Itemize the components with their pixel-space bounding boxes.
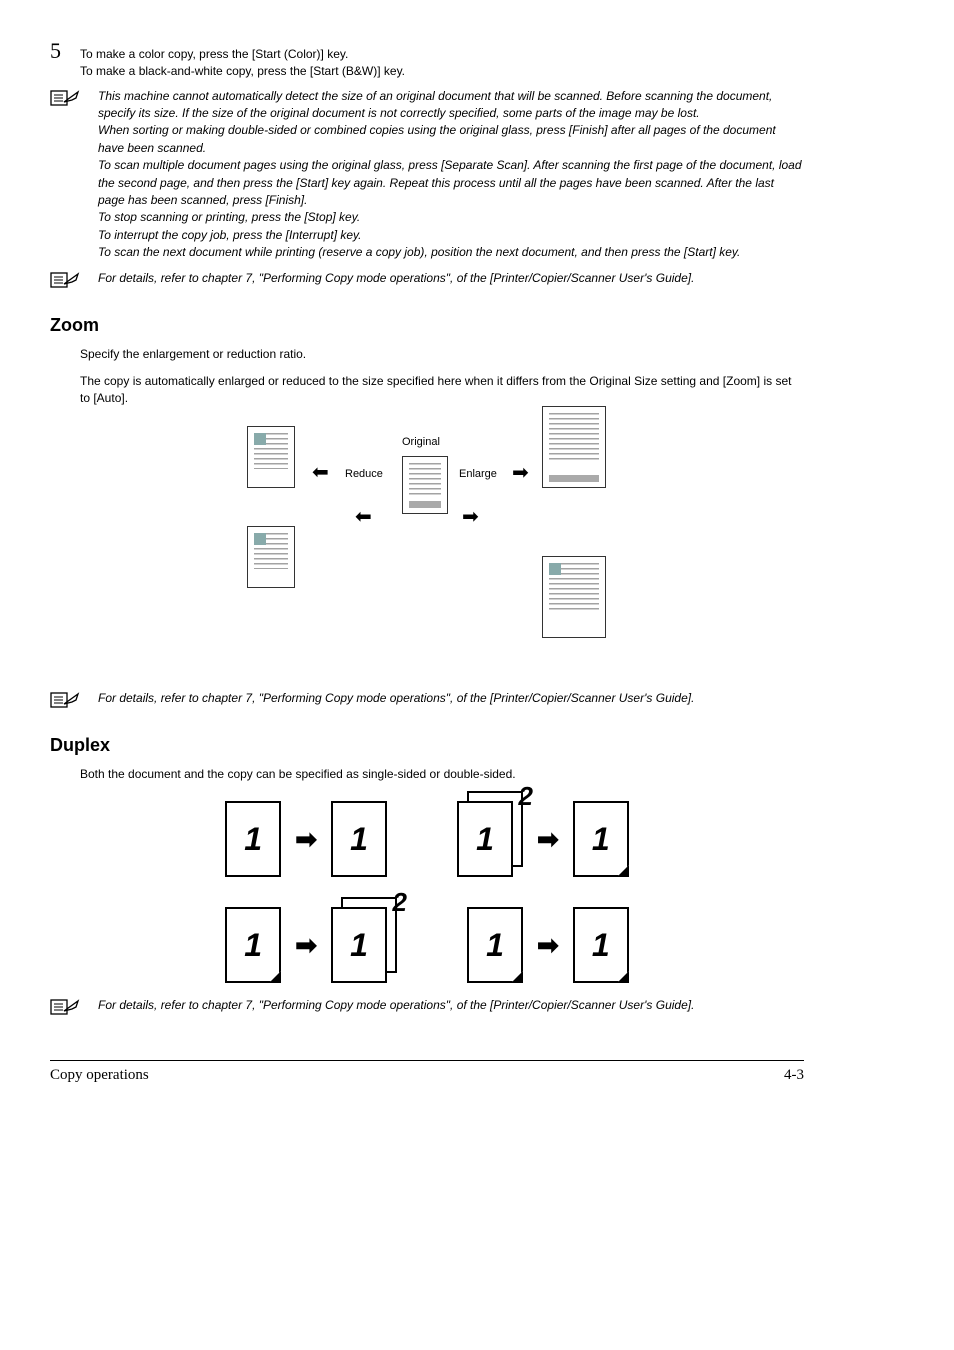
zoom-doc-center [402,456,448,514]
step-number: 5 [50,40,80,62]
digit-2: 2 [393,887,407,918]
note-icon [50,997,98,1020]
note-text: For details, refer to chapter 7, "Perfor… [98,997,804,1014]
digit-1: 1 [486,927,504,964]
zoom-doc-enlarged [542,406,606,488]
arrow-icon: ➡ [295,930,317,961]
duplex-row-2: 1 ➡ 1 2 1 ➡ 1 [225,907,629,983]
arrow-icon: ➡ [537,930,559,961]
duplex-1to1: 1 ➡ 1 [225,801,387,877]
note-text: For details, refer to chapter 7, "Perfor… [98,690,804,707]
step-text: To make a color copy, press the [Start (… [80,40,405,80]
digit-2: 2 [519,781,533,812]
digit-1: 1 [244,927,262,964]
note-icon [50,270,98,293]
duplex-1flip-to1flip: 1 ➡ 1 [467,907,629,983]
note-text: For details, refer to chapter 7, "Perfor… [98,270,804,287]
zoom-doc-original-top [247,426,295,488]
page-single: 1 [331,801,387,877]
zoom-heading: Zoom [50,315,804,336]
page-flip: 1 [467,907,523,983]
duplex-1flip-to2: 1 ➡ 1 2 [225,907,387,983]
duplex-2to1flip: 1 2 ➡ 1 [457,801,629,877]
duplex-heading: Duplex [50,735,804,756]
note1-p3: To scan multiple document pages using th… [98,158,802,207]
page-stack: 1 2 [457,801,513,877]
arrow-left-icon: ⬅ [355,504,372,529]
zoom-doc-reduced [247,526,295,588]
digit-1: 1 [350,927,368,964]
note-block-4: For details, refer to chapter 7, "Perfor… [50,997,804,1020]
note1-p2: When sorting or making double-sided or c… [98,123,776,154]
note-block-2: For details, refer to chapter 7, "Perfor… [50,270,804,293]
digit-1: 1 [592,821,610,858]
note1-p5: To interrupt the copy job, press the [In… [98,228,361,242]
zoom-label-reduce: Reduce [345,468,383,480]
note-block-3: For details, refer to chapter 7, "Perfor… [50,690,804,713]
footer-page: 4-3 [784,1067,804,1084]
note1-p4: To stop scanning or printing, press the … [98,210,360,224]
arrow-icon: ➡ [295,824,317,855]
note1-p6: To scan the next document while printing… [98,245,740,259]
note-icon [50,88,98,111]
step5-line1: To make a color copy, press the [Start (… [80,47,348,61]
note1-p1: This machine cannot automatically detect… [98,89,772,120]
page-single: 1 [225,801,281,877]
zoom-body: The copy is automatically enlarged or re… [80,373,804,408]
duplex-diagram: 1 ➡ 1 1 2 ➡ 1 1 ➡ 1 2 1 ➡ 1 [50,801,804,983]
step-5: 5 To make a color copy, press the [Start… [50,40,804,80]
arrow-right-icon: ➡ [462,504,479,529]
note-text: This machine cannot automatically detect… [98,88,804,262]
arrow-to-left-icon: ➡ [312,460,329,485]
footer-title: Copy operations [50,1067,149,1084]
digit-1: 1 [244,821,262,858]
page-stack: 1 2 [331,907,387,983]
digit-1: 1 [592,927,610,964]
page-footer: Copy operations 4-3 [50,1060,804,1084]
page-flip: 1 [573,801,629,877]
digit-1: 1 [476,821,494,858]
zoom-label-original: Original [402,436,440,448]
page-flip: 1 [225,907,281,983]
note-block-1: This machine cannot automatically detect… [50,88,804,262]
zoom-doc-enlarged-result [542,556,606,638]
zoom-intro: Specify the enlargement or reduction rat… [80,346,804,363]
zoom-diagram: Original Reduce Enlarge ⬅ ➡ ➡ ➡ [50,426,804,676]
arrow-to-right-icon: ➡ [512,460,529,485]
arrow-icon: ➡ [537,824,559,855]
duplex-row-1: 1 ➡ 1 1 2 ➡ 1 [225,801,629,877]
digit-1: 1 [350,821,368,858]
note-icon [50,690,98,713]
zoom-label-enlarge: Enlarge [459,468,497,480]
duplex-intro: Both the document and the copy can be sp… [80,766,804,783]
page-flip: 1 [573,907,629,983]
step5-line2: To make a black-and-white copy, press th… [80,64,405,78]
